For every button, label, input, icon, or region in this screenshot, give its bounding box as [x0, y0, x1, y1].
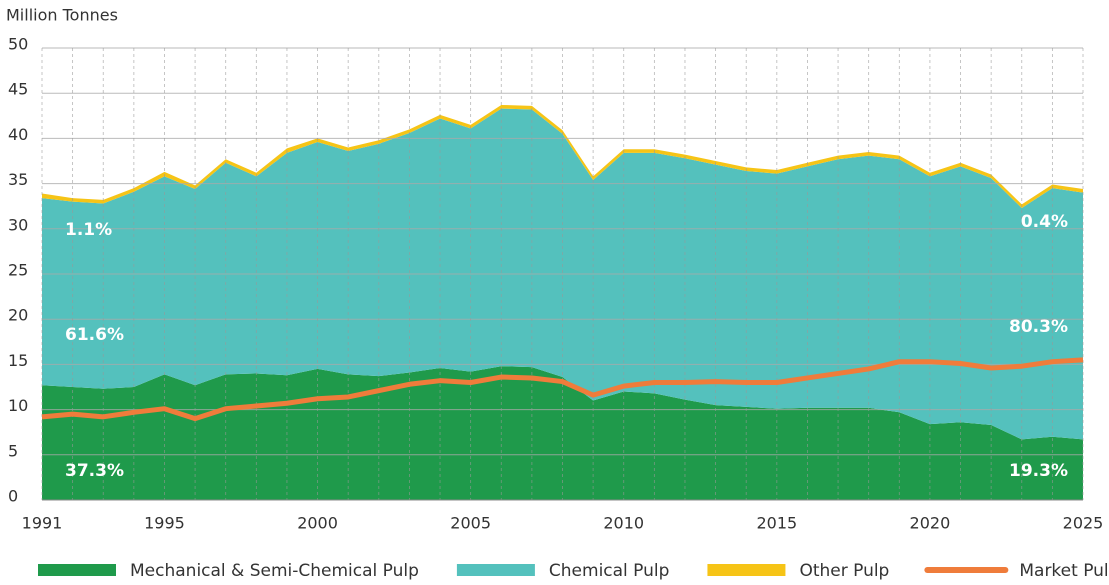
x-tick-label: 2010	[603, 514, 644, 533]
x-tick-label: 2015	[756, 514, 797, 533]
legend-label: Mechanical & Semi-Chemical Pulp	[130, 561, 419, 581]
legend-label: Chemical Pulp	[549, 561, 670, 581]
annotation: 1.1%	[65, 220, 112, 240]
y-tick-label: 10	[8, 396, 28, 415]
y-tick-label: 20	[8, 306, 28, 325]
x-tick-label: 1995	[144, 514, 185, 533]
y-tick-label: 40	[8, 125, 28, 144]
y-tick-label: 25	[8, 261, 28, 280]
y-tick-label: 0	[8, 487, 18, 506]
x-tick-label: 2020	[910, 514, 951, 533]
y-tick-label: 35	[8, 170, 28, 189]
x-tick-label: 2005	[450, 514, 491, 533]
y-tick-label: 5	[8, 441, 18, 460]
x-tick-label: 2025	[1063, 514, 1104, 533]
y-tick-label: 30	[8, 215, 28, 234]
legend-swatch	[456, 564, 535, 576]
x-tick-label: 2000	[297, 514, 338, 533]
annotation: 61.6%	[65, 325, 124, 345]
line	[41, 357, 1084, 422]
annotation: 19.3%	[1009, 461, 1068, 481]
y-tick-label: 50	[8, 35, 28, 54]
x-tick-label: 1991	[22, 514, 63, 533]
legend-swatch	[38, 564, 116, 576]
y-tick-label: 15	[8, 351, 28, 370]
y-tick-label: 45	[8, 80, 28, 99]
legend-label: Market Pulp Production	[1019, 561, 1109, 581]
annotation: 80.3%	[1009, 317, 1068, 337]
annotation: 0.4%	[1021, 212, 1068, 232]
y-axis-label: Million Tonnes	[6, 6, 118, 25]
legend-label: Other Pulp	[799, 561, 889, 581]
annotation: 37.3%	[65, 461, 124, 481]
legend-swatch	[707, 564, 786, 576]
legend: Mechanical & Semi-Chemical Pulp Chemical …	[38, 561, 1109, 581]
